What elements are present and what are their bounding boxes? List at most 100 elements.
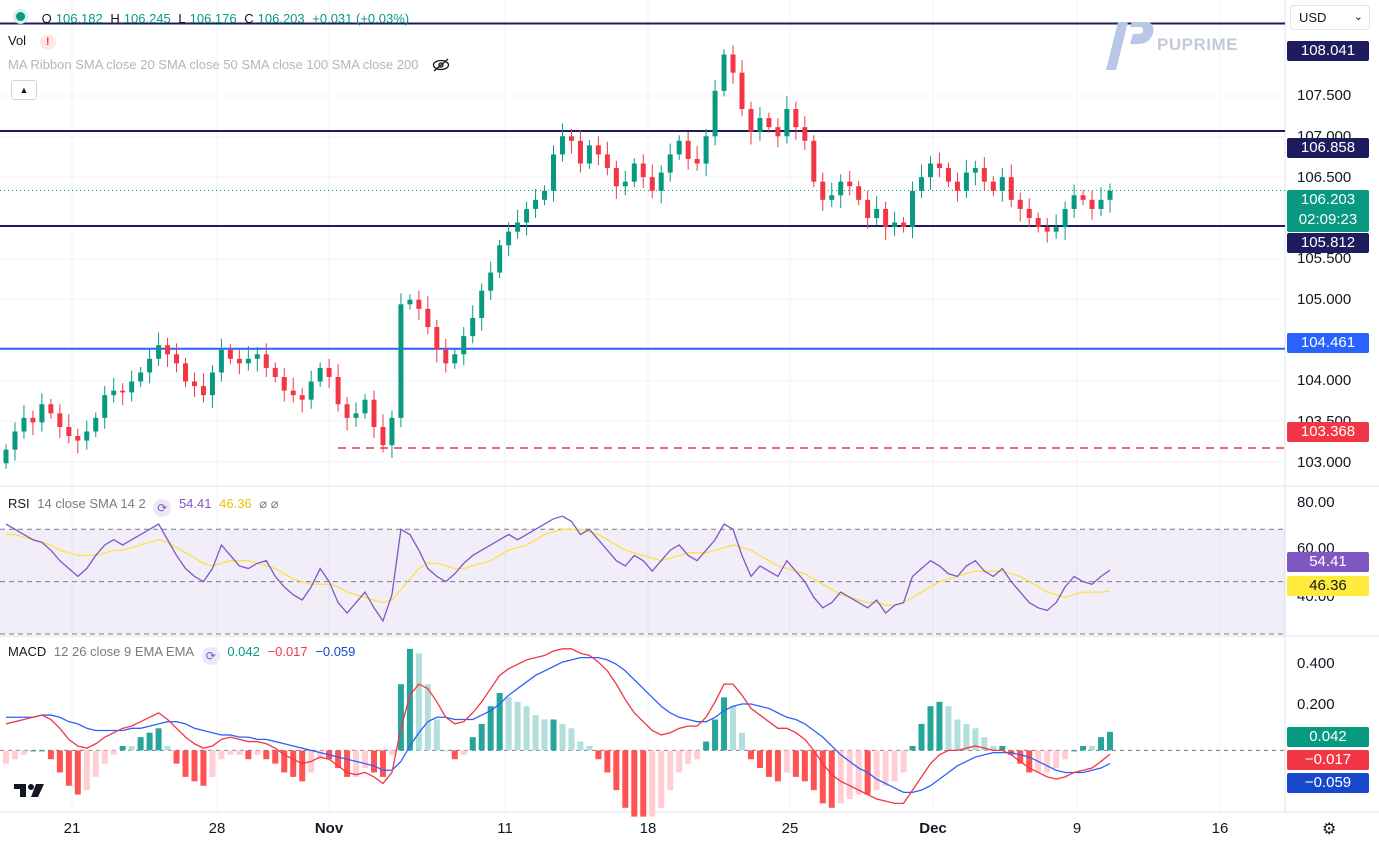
price-tick: 105.000 xyxy=(1297,291,1352,308)
candle-body xyxy=(990,181,996,191)
price-tag-106858: 106.858 xyxy=(1287,138,1369,158)
candle-body xyxy=(263,354,269,368)
candle-body xyxy=(461,336,467,355)
macd-histogram-bar xyxy=(344,750,351,777)
candle-body xyxy=(748,109,754,132)
macd-histogram-bar xyxy=(676,750,683,773)
rsi-legend[interactable]: RSI 14 close SMA 14 2 ⟳ 54.41 46.36 ⌀ ⌀ xyxy=(8,496,283,517)
candle-body xyxy=(174,354,180,364)
date-tick: 28 xyxy=(208,820,226,837)
currency-value: USD xyxy=(1299,10,1327,25)
candle-body xyxy=(802,127,808,141)
macd-histogram-bar xyxy=(236,750,243,755)
candle-body xyxy=(209,372,215,396)
candle-body xyxy=(380,426,386,446)
rsi-value: 54.41 xyxy=(178,496,212,511)
candle-body xyxy=(766,118,772,128)
candle-body xyxy=(290,390,296,396)
candle-body xyxy=(497,245,503,273)
candle-body xyxy=(551,154,557,191)
macd-histogram-bar xyxy=(56,750,63,773)
volume-label: Vol xyxy=(8,33,27,48)
macd-signal-value: −0.059 xyxy=(315,644,356,659)
price-pane xyxy=(0,22,1285,469)
macd-histogram-bar xyxy=(1071,750,1078,752)
macd-histogram-bar xyxy=(927,706,934,751)
date-tick: 16 xyxy=(1211,820,1229,837)
candle-body xyxy=(317,367,323,382)
date-tick: 21 xyxy=(63,820,81,837)
date-tick: Dec xyxy=(919,820,947,837)
candle-body xyxy=(542,190,548,200)
macd-histogram-bar xyxy=(541,719,548,751)
macd-tick: 0.400 xyxy=(1297,655,1335,672)
macd-histogram-bar xyxy=(74,750,81,795)
candle-body xyxy=(425,308,431,328)
candle-body xyxy=(901,222,907,228)
candle-body xyxy=(577,140,583,164)
macd-histogram-bar xyxy=(739,732,745,751)
macd-histogram-bar xyxy=(837,750,844,804)
macd-histogram-bar xyxy=(3,750,9,764)
macd-histogram-bar xyxy=(774,750,781,782)
candle-body xyxy=(649,177,655,191)
macd-histogram-bar xyxy=(613,750,620,791)
macd-histogram-bar xyxy=(371,750,377,773)
candle-body xyxy=(506,231,512,246)
macd-histogram-bar xyxy=(765,750,772,777)
macd-histogram-bar xyxy=(47,750,54,760)
candle-body xyxy=(524,208,530,223)
hidden-eye-icon[interactable] xyxy=(432,58,450,75)
settings-icon[interactable]: ⚙ xyxy=(1322,821,1337,838)
macd-histogram-bar xyxy=(586,745,593,751)
macd-histogram-bar xyxy=(353,750,360,777)
candle-body xyxy=(685,140,691,159)
macd-histogram-bar xyxy=(65,750,72,786)
rsi-params: 14 close SMA 14 2 xyxy=(37,496,146,511)
macd-histogram-bar xyxy=(424,684,431,751)
candle-body xyxy=(236,358,242,364)
candle-body xyxy=(138,372,144,382)
macd-histogram-bar xyxy=(137,737,144,751)
symbol-dot-icon[interactable] xyxy=(13,9,28,24)
candle-body xyxy=(416,299,422,309)
macd-histogram-bar xyxy=(873,750,880,791)
macd-histogram-bar xyxy=(918,723,925,751)
macd-legend[interactable]: MACD 12 26 close 9 EMA EMA ⟳ 0.042 −0.01… xyxy=(8,644,359,665)
candle-body xyxy=(945,168,951,182)
candle-body xyxy=(892,222,898,228)
macd-hist-tag: 0.042 xyxy=(1287,727,1369,747)
candle-body xyxy=(820,181,826,200)
candle-body xyxy=(1107,190,1113,200)
macd-histogram-bar xyxy=(631,750,638,817)
candle-body xyxy=(344,404,350,418)
warning-icon[interactable]: ! xyxy=(39,34,56,50)
macd-histogram-bar xyxy=(1017,750,1024,764)
currency-select[interactable]: USD ⌄ xyxy=(1290,5,1370,30)
candle-body xyxy=(12,431,18,450)
macd-histogram-bar xyxy=(963,723,970,751)
date-tick: 18 xyxy=(639,820,657,837)
macd-histogram-bar xyxy=(254,750,261,755)
candle-body xyxy=(972,168,978,173)
candle-body xyxy=(874,208,880,219)
ma-ribbon-legend[interactable]: MA Ribbon SMA close 20 SMA close 50 SMA … xyxy=(8,57,454,75)
candle-body xyxy=(218,349,224,373)
macd-histogram-bar xyxy=(388,750,395,755)
price-tick: 105.500 xyxy=(1297,250,1352,267)
data-window-icon[interactable]: ⟳ xyxy=(201,647,220,665)
volume-legend[interactable]: Vol ! xyxy=(8,33,60,50)
price-tag-104461: 104.461 xyxy=(1287,333,1369,353)
data-window-icon[interactable]: ⟳ xyxy=(153,499,172,517)
macd-histogram-bar xyxy=(756,750,763,769)
macd-histogram-bar xyxy=(1107,731,1113,751)
price-tick: 107.500 xyxy=(1297,87,1352,104)
macd-histogram-bar xyxy=(1080,745,1087,751)
tradingview-logo-icon[interactable] xyxy=(14,782,46,803)
macd-histogram-bar xyxy=(981,737,988,751)
collapse-legend-button[interactable]: ▲ xyxy=(11,80,37,100)
macd-histogram-bar xyxy=(640,750,647,817)
macd-histogram-bar xyxy=(1062,750,1069,760)
macd-histogram-bar xyxy=(855,750,862,795)
